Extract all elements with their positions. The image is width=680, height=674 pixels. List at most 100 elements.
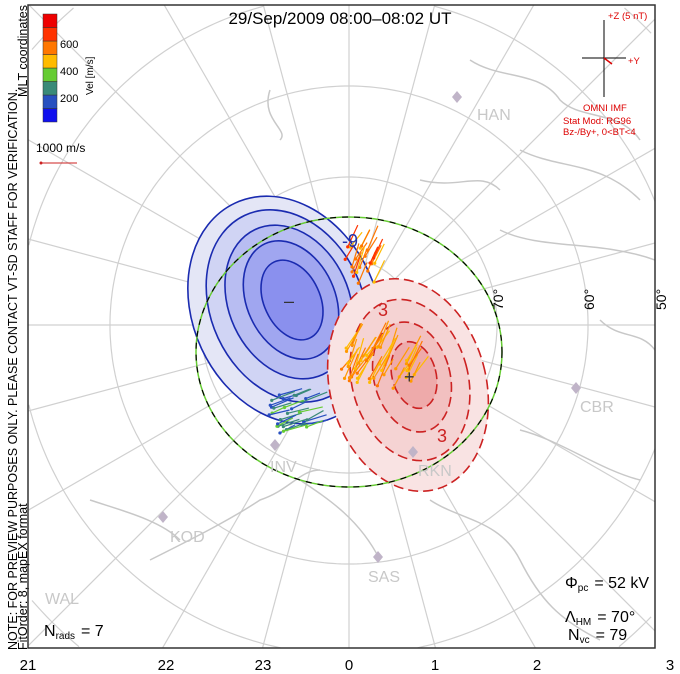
velocity-vector (271, 405, 287, 414)
velocity-vector (270, 397, 291, 406)
station-label: CBR (580, 399, 614, 416)
contour-label-neg: -9 (342, 231, 358, 251)
velocity-vector (306, 420, 324, 428)
lambda-hm-symbol: Λ (565, 609, 576, 626)
scale-vector-origin (39, 161, 43, 165)
colorbar-swatch (42, 13, 58, 28)
velocity-vector (372, 322, 387, 349)
colorbar-swatch (42, 81, 58, 96)
velocity-vector (361, 229, 371, 247)
velocity-vector (279, 388, 303, 396)
velocity-vector (344, 244, 355, 260)
velocity-vector (352, 256, 361, 277)
velocity-vector (405, 354, 419, 378)
velocity-vector (364, 236, 378, 257)
station-marker-icon (270, 439, 280, 451)
colorbar-tick: 400 (60, 66, 78, 78)
imf-stat-mod: Stat Mod: RG96 (563, 116, 631, 127)
velocity-colorbar (42, 13, 58, 123)
latitude-labels: 70° 60° 50° (490, 289, 669, 310)
station-marker-icon (158, 511, 168, 523)
velocity-vector (346, 323, 364, 352)
station-label: SAS (368, 569, 400, 586)
lat-label-50: 50° (653, 289, 669, 310)
imf-condition: Bz-/By+, 0<BT<4 (563, 127, 636, 138)
latitude-circle (31, 7, 652, 648)
velocity-vector (291, 401, 307, 410)
heppner-maynard-boundary-dash (195, 216, 503, 488)
coastlines (89, 59, 655, 641)
velocity-vector (306, 410, 324, 421)
mlt-label: 23 (255, 657, 272, 674)
velocity-vector (301, 419, 328, 426)
velocity-vector (383, 358, 394, 376)
velocity-vector (293, 388, 311, 396)
velocity-vector (369, 246, 379, 264)
mlt-meridian (348, 5, 535, 326)
velocity-vector (408, 340, 423, 370)
colorbar-tick: 600 (60, 39, 78, 51)
colorbar-label: Vel [m/s] (85, 56, 96, 95)
velocity-vector (410, 361, 421, 382)
lambda-hm-value: = 70° (597, 609, 635, 626)
velocity-vector (276, 417, 294, 427)
phi-pc-symbol: Φ (565, 575, 578, 592)
velocity-vector (283, 423, 309, 432)
velocity-vector (277, 418, 300, 427)
mlt-label: 2 (533, 657, 541, 674)
station-label: RKN (418, 463, 452, 480)
coordinate-system-note: MLT coordinates (16, 5, 30, 97)
imf-clock-dial (582, 20, 626, 97)
velocity-vector (351, 243, 360, 268)
station-label: INV (270, 459, 297, 476)
colorbar-tick: 200 (60, 93, 78, 105)
velocity-vector (302, 391, 328, 403)
nvc-value: = 79 (596, 627, 628, 644)
colorbar-swatch (42, 40, 58, 55)
colorbar-swatch (42, 94, 58, 109)
velocity-vector (349, 231, 363, 248)
velocity-vector (283, 418, 308, 428)
velocity-vector (269, 409, 290, 416)
station-label: KOD (170, 529, 205, 546)
velocity-vector (271, 397, 294, 408)
velocity-vector (359, 248, 368, 268)
velocity-vector (376, 354, 391, 387)
velocity-vector (356, 353, 374, 379)
velocity-vector (381, 341, 394, 371)
velocity-vector (362, 336, 377, 357)
stats-panel: Φpc = 52 kV ΛHM = 70° Nvc = 79 Nrads = 7 (44, 575, 649, 646)
potential-min-marker: – (284, 291, 294, 311)
plot-frame (27, 4, 656, 649)
nvc-subscript: vc (580, 635, 590, 646)
velocity-vector (277, 414, 297, 425)
velocity-vector (395, 346, 410, 370)
colorbar-swatch (42, 108, 58, 123)
latitude-circle (28, 5, 655, 648)
velocity-vector (365, 335, 383, 361)
velocity-vector (374, 243, 385, 264)
velocity-vector (368, 355, 383, 380)
velocity-vector (413, 356, 429, 376)
potential-max-marker: + (404, 367, 415, 387)
colorbar-swatch (42, 54, 58, 69)
contour-label-pos-2: 3 (437, 426, 447, 446)
lambda-hm-subscript: HM (576, 617, 592, 628)
mlt-label: 1 (431, 657, 439, 674)
colorbar-swatch (42, 67, 58, 82)
station-label: WAL (45, 591, 79, 608)
svg-text:Φpc= 52 kV: Φpc = 52 kV (565, 575, 649, 594)
svg-text:ΛHM= 70°: ΛHM = 70° (565, 609, 635, 628)
velocity-vectors (267, 224, 429, 435)
velocity-vector (373, 260, 386, 283)
velocity-vector (299, 406, 323, 413)
velocity-vector (354, 338, 365, 369)
station-label: HAN (477, 107, 511, 124)
velocity-vector (347, 346, 361, 364)
velocity-vector (287, 407, 310, 414)
negative-potential-contour (260, 259, 324, 341)
nrads-symbol: N (44, 623, 56, 640)
velocity-vector (305, 392, 321, 400)
preview-note: NOTE: FOR PREVIEW PURPOSES ONLY. PLEASE … (6, 89, 20, 650)
station-marker-icon (452, 91, 462, 103)
